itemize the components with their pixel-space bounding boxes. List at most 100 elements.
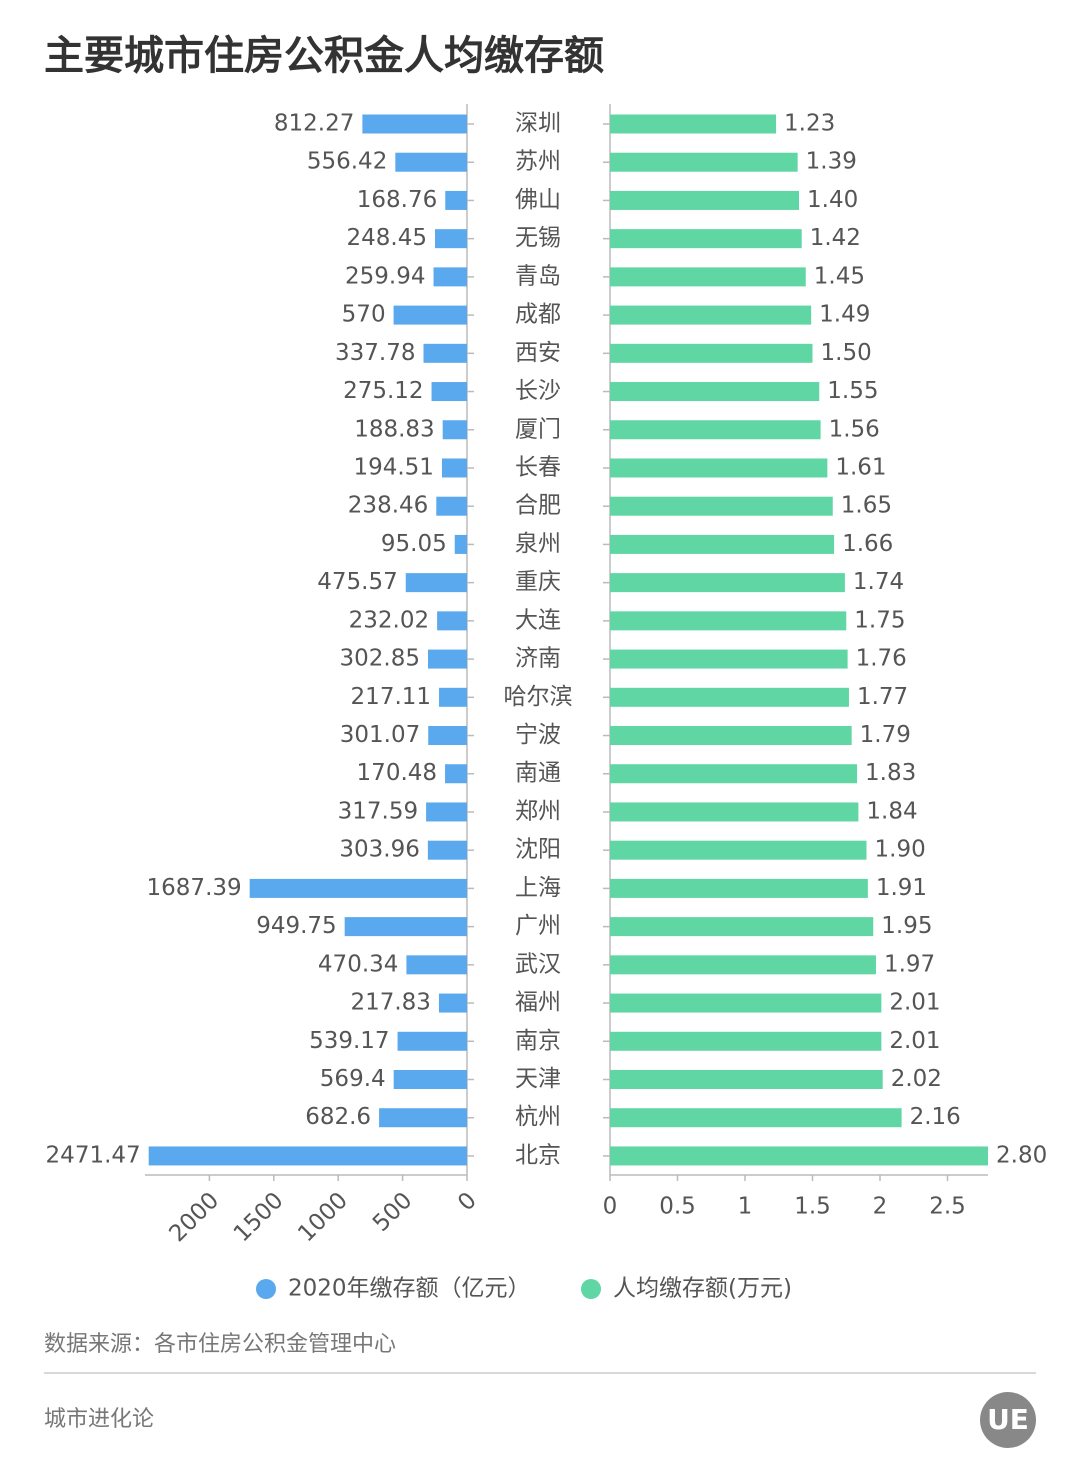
bar (610, 267, 806, 287)
chart-title: 主要城市住房公积金人均缴存额 (44, 33, 604, 79)
value-label: 303.96 (339, 837, 419, 863)
bar (610, 573, 845, 593)
value-label: 317.59 (338, 798, 418, 824)
category-label: 哈尔滨 (504, 684, 573, 710)
value-label: 1.91 (876, 875, 927, 901)
bar (610, 496, 833, 516)
bar (362, 114, 467, 134)
value-label: 1.95 (881, 913, 932, 939)
category-label: 长沙 (515, 378, 561, 404)
category-label: 苏州 (515, 149, 561, 175)
bar (426, 802, 467, 822)
x-tick-label: 0 (453, 1187, 482, 1216)
value-label: 194.51 (353, 454, 433, 480)
value-label: 302.85 (340, 646, 420, 672)
value-label: 1.45 (814, 263, 865, 289)
bar (423, 343, 467, 363)
value-label: 1.75 (854, 607, 905, 633)
x2-tick-label: 1.5 (794, 1194, 831, 1220)
bar (610, 955, 876, 975)
bar (610, 343, 813, 363)
value-label: 1.50 (821, 340, 872, 366)
category-label: 南通 (515, 760, 561, 786)
legend-swatch (256, 1279, 276, 1299)
x2-tick-label: 0.5 (659, 1194, 696, 1220)
footer: 城市进化论 (44, 1407, 154, 1432)
value-label: 1.97 (884, 951, 935, 977)
bar (445, 764, 467, 784)
bar (610, 382, 820, 402)
category-label: 福州 (515, 990, 561, 1016)
category-label: 济南 (515, 646, 561, 672)
value-label: 2.02 (891, 1066, 942, 1092)
legend-label: 2020年缴存额（亿元） (288, 1276, 531, 1302)
value-label: 1.77 (857, 684, 908, 710)
value-label: 1.40 (807, 187, 858, 213)
category-label: 宁波 (515, 722, 561, 748)
value-label: 1.65 (841, 493, 892, 519)
bar (441, 458, 467, 478)
value-label: 2.16 (910, 1104, 961, 1130)
bar (610, 840, 867, 860)
bar (610, 802, 859, 822)
bar (434, 229, 467, 249)
bar (438, 993, 467, 1013)
logo-circle (980, 1392, 1036, 1448)
category-label: 西安 (515, 340, 561, 366)
category-label: 厦门 (515, 416, 561, 442)
category-label: 沈阳 (515, 837, 561, 863)
category-label: 无锡 (515, 225, 561, 251)
category-label: 杭州 (515, 1104, 561, 1130)
category-label: 重庆 (515, 569, 561, 595)
category-label: 佛山 (515, 187, 561, 213)
value-label: 1.55 (827, 378, 878, 404)
bar (445, 190, 467, 210)
bar (610, 1146, 988, 1166)
bar (610, 152, 798, 172)
bar (427, 840, 467, 860)
value-label: 188.83 (354, 416, 434, 442)
category-label: 广州 (515, 913, 561, 939)
bar (610, 917, 874, 937)
value-label: 949.75 (256, 913, 336, 939)
value-label: 1.90 (875, 837, 926, 863)
value-label: 337.78 (335, 340, 415, 366)
value-label: 1.79 (860, 722, 911, 748)
bar (379, 1108, 467, 1128)
value-label: 1.74 (853, 569, 904, 595)
value-label: 569.4 (320, 1066, 386, 1092)
value-label: 682.6 (305, 1104, 371, 1130)
category-label: 上海 (515, 875, 561, 901)
value-label: 238.46 (348, 493, 428, 519)
category-label: 天津 (515, 1066, 561, 1092)
value-label: 539.17 (309, 1028, 389, 1054)
value-label: 1687.39 (147, 875, 242, 901)
x-tick-label: 500 (368, 1187, 417, 1236)
bar (431, 382, 467, 402)
value-label: 232.02 (349, 607, 429, 633)
value-label: 1.66 (842, 531, 893, 557)
category-label: 青岛 (515, 263, 561, 289)
bar (393, 305, 467, 325)
bar (610, 305, 812, 325)
x2-tick-label: 0 (603, 1194, 618, 1220)
value-label: 1.23 (784, 111, 835, 137)
bar (610, 1070, 883, 1089)
x2-tick-label: 1 (738, 1194, 753, 1220)
bar (610, 1031, 882, 1051)
bar (393, 1070, 467, 1089)
value-label: 301.07 (340, 722, 420, 748)
bar (406, 955, 467, 975)
bar (610, 878, 868, 898)
bar (454, 534, 467, 554)
bar (437, 611, 467, 631)
bar (610, 229, 802, 249)
bar (610, 993, 882, 1013)
bar (427, 649, 467, 669)
category-label: 泉州 (515, 531, 561, 557)
value-label: 95.05 (381, 531, 447, 557)
bar (405, 573, 467, 593)
source: 数据来源：各市住房公积金管理中心 (44, 1332, 396, 1357)
value-label: 1.76 (856, 646, 907, 672)
